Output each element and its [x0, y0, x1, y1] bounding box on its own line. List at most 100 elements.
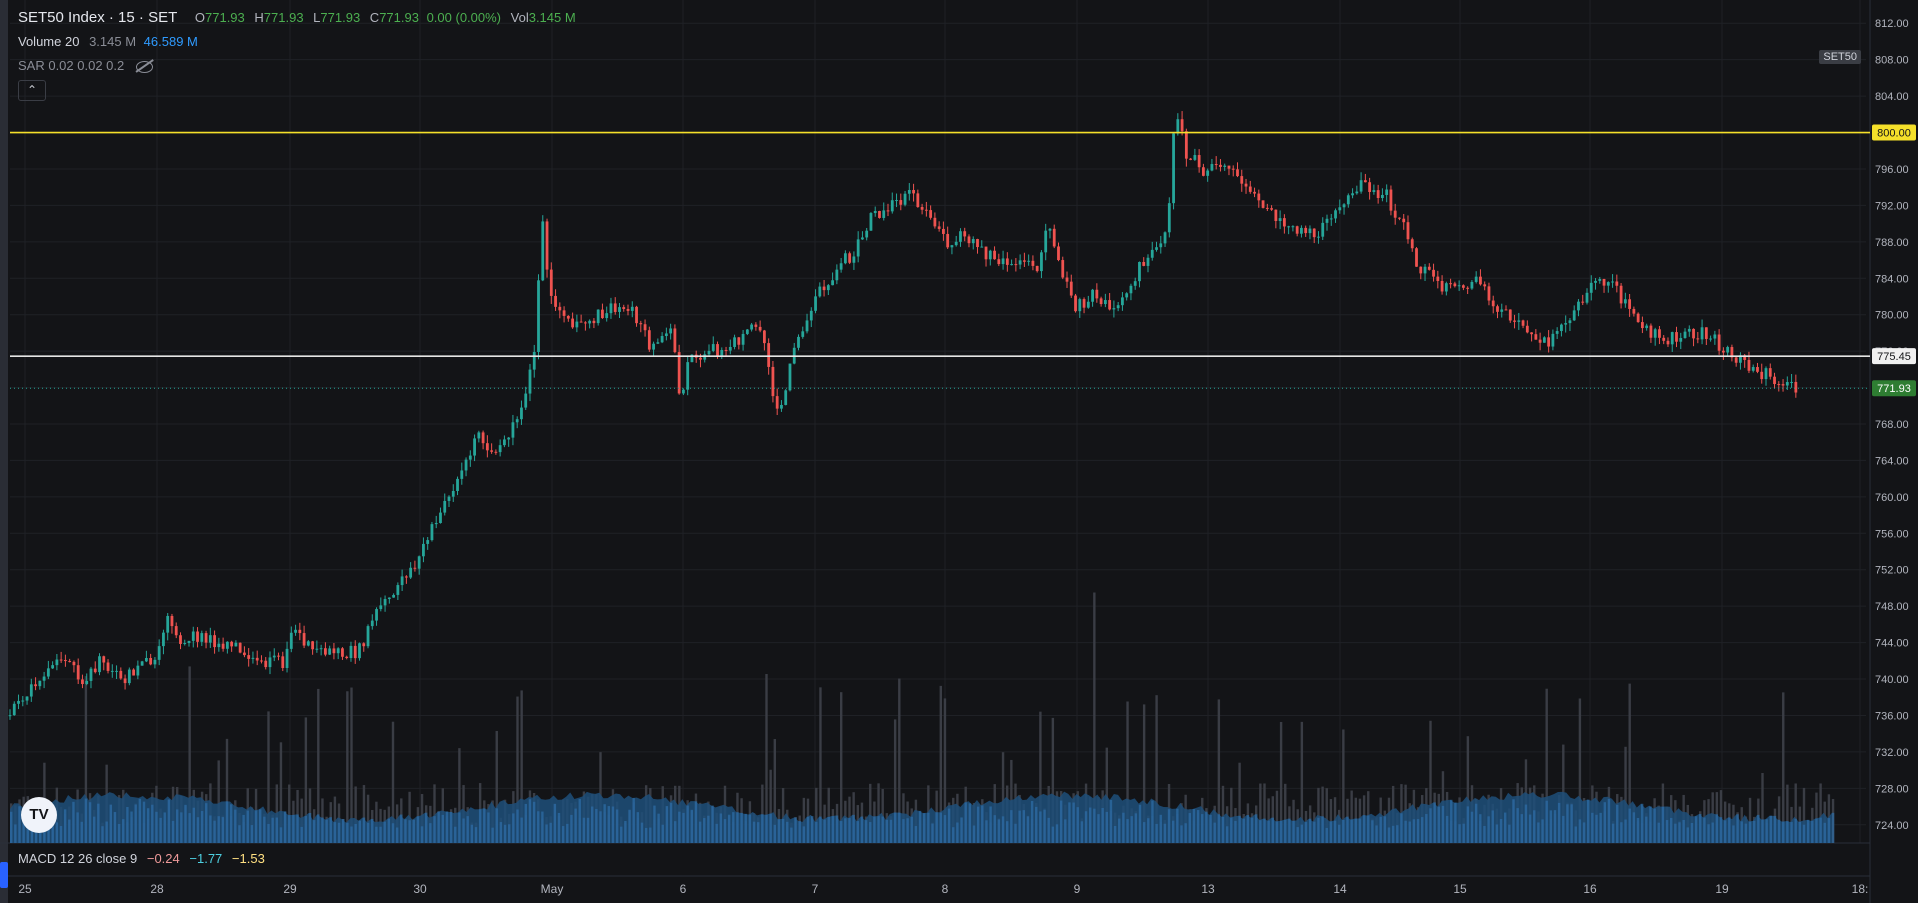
candle-body [814, 296, 817, 311]
candle-body [1751, 367, 1755, 371]
volume-bar-blue [740, 812, 743, 843]
volume-bar [1300, 721, 1304, 843]
hline-label: 800.00 [1877, 128, 1911, 140]
scroll-handle [0, 862, 8, 888]
tradingview-logo-icon[interactable]: TV [21, 797, 57, 833]
candle-body [1163, 232, 1167, 244]
candle-body [1611, 281, 1614, 283]
volume-bar-blue [752, 821, 756, 843]
volume-bar-blue [312, 820, 316, 843]
macd-label[interactable]: MACD 12 26 close 9 [18, 851, 138, 866]
candle-body [1091, 289, 1094, 302]
candle-body [1005, 258, 1009, 265]
volume-bar-blue [441, 814, 444, 843]
volume-bar [761, 784, 764, 843]
candle-body [1121, 297, 1124, 306]
candle-body [822, 286, 826, 291]
volume-bar [1794, 783, 1797, 843]
volume-bar-blue [1616, 804, 1619, 843]
volume-bar-blue [985, 820, 988, 843]
candle-body [413, 567, 417, 569]
candle-body [1359, 180, 1363, 192]
volume-bar-blue [1562, 815, 1565, 843]
candle-body [1734, 357, 1738, 363]
volume-bar-blue [1201, 814, 1204, 843]
volume-bar-blue [591, 806, 594, 843]
close-label: C [369, 10, 380, 25]
sar-label[interactable]: SAR 0.02 0.02 0.2 [18, 58, 125, 73]
volume-bar-blue [180, 812, 183, 843]
volume-bar [1719, 790, 1723, 843]
volume-bar-blue [1059, 800, 1063, 843]
hidden-eye-icon[interactable] [135, 60, 153, 73]
y-tick-label: 740.00 [1875, 674, 1909, 686]
volume-bar-blue [1354, 818, 1357, 843]
candle-body [311, 641, 315, 650]
candle-body [1641, 322, 1644, 329]
volume-bar-blue [657, 813, 660, 843]
volume-bar-blue [234, 809, 237, 843]
volume-bar-blue [1450, 799, 1453, 843]
volume-label[interactable]: Volume 20 [18, 34, 80, 49]
x-tick-label: 6 [680, 882, 687, 896]
volume-bar-blue [1802, 824, 1806, 843]
volume-bar-blue [1072, 802, 1075, 843]
volume-bar [1142, 704, 1146, 843]
candle-body [1645, 325, 1649, 329]
candle-body [1721, 350, 1725, 353]
candle-body [46, 668, 50, 677]
candle-body [98, 656, 101, 673]
candle-body [1500, 309, 1504, 312]
volume-bar-blue [1761, 819, 1764, 843]
volume-bar-blue [1553, 810, 1557, 843]
candle-body [1351, 193, 1354, 196]
candle-body [1444, 283, 1448, 292]
vol-value: 3.145 M [528, 10, 576, 25]
candle-body [826, 285, 830, 291]
volume-bar-blue [1172, 820, 1175, 843]
volume-bar-blue [644, 827, 648, 843]
x-tick-label: 7 [812, 882, 819, 896]
candle-body [630, 306, 634, 311]
volume-bar-blue [1690, 822, 1694, 843]
candle-body [873, 210, 877, 214]
candle-body [937, 226, 941, 229]
volume-bar-blue [1545, 800, 1548, 843]
candle-body [942, 228, 945, 234]
volume-bar-blue [881, 816, 884, 843]
candle-body [460, 470, 464, 479]
candle-body [136, 665, 140, 676]
candle-body [1508, 309, 1512, 321]
candle-body [652, 343, 655, 350]
candle-body [912, 190, 915, 194]
candle-body [1231, 168, 1235, 170]
volume-bar-blue [1205, 811, 1208, 843]
candle-body [439, 512, 442, 524]
volume-bar [267, 711, 270, 843]
volume-bar-blue [246, 810, 249, 843]
y-tick-label: 812.00 [1875, 18, 1909, 30]
volume-bar-blue [1404, 820, 1407, 843]
volume-bar-blue [495, 808, 498, 843]
candle-body [1257, 193, 1261, 201]
candle-body [1743, 355, 1747, 360]
candle-body [583, 322, 587, 324]
candle-body [1248, 186, 1252, 192]
collapse-chevron-up-icon[interactable]: ⌃ [18, 80, 46, 101]
candle-body [579, 321, 583, 323]
volume-bar-blue [296, 814, 299, 843]
macd-value-1: −0.24 [146, 851, 180, 866]
volume-bar-blue [1786, 821, 1789, 843]
volume-bar-blue [972, 825, 976, 843]
volume-bar-blue [93, 816, 96, 843]
candle-body [1342, 204, 1346, 208]
volume-bar-blue [1499, 819, 1503, 843]
candle-body [869, 213, 873, 231]
y-tick-label: 752.00 [1875, 565, 1909, 577]
symbol-title[interactable]: SET50 Index · 15 · SET [18, 9, 178, 26]
volume-bar-blue [1445, 815, 1449, 843]
volume-bar-blue [1541, 819, 1544, 843]
candle-body [1227, 165, 1231, 169]
candle-body [1704, 327, 1708, 339]
